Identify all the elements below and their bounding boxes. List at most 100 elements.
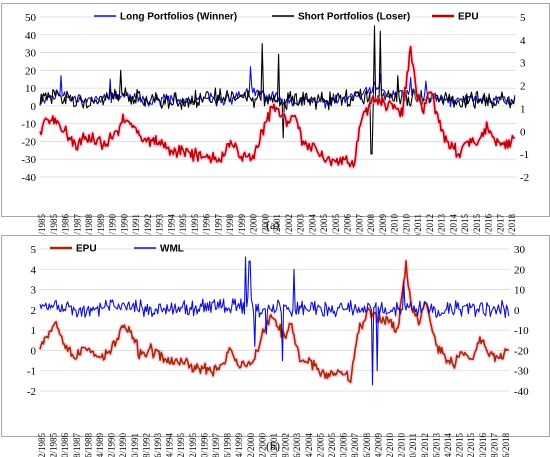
- y-right-tick-label: 30: [514, 244, 526, 256]
- x-tick-label: 2/1985: [37, 433, 47, 457]
- y-left-tick-label: 50: [25, 12, 37, 24]
- x-tick-label: 12/1985: [49, 433, 59, 457]
- y-right-tick-label: -2: [520, 172, 529, 184]
- x-tick-label: 2/2000: [246, 433, 256, 457]
- x-tick-label: 6/2003: [296, 214, 306, 240]
- x-tick-label: 2/1990: [107, 433, 117, 457]
- x-tick-label: 12/1990: [119, 214, 129, 244]
- epu-glow: [37, 44, 516, 170]
- x-tick-label: 12/1995: [190, 214, 200, 244]
- x-tick-label: 4/2004: [304, 433, 314, 457]
- series-line-short-portfolios-loser: [39, 25, 516, 155]
- x-tick-label: 8/2002: [284, 214, 294, 239]
- x-tick-label: 12/2015: [472, 214, 482, 244]
- x-tick-label: 6/2008: [366, 214, 376, 240]
- x-tick-label: 10/2001: [272, 214, 282, 244]
- y-right-tick-label: -30: [514, 366, 529, 378]
- y-left-tick-label: -30: [21, 154, 36, 166]
- x-tick-label: 10/2016: [478, 433, 488, 457]
- x-tick-label: 8/1997: [213, 214, 223, 240]
- panel-caption-b: (b): [266, 439, 280, 453]
- y-left-tick-label: -20: [21, 136, 36, 148]
- y-right-tick-label: 3: [520, 58, 526, 70]
- x-tick-label: 12/2000: [257, 433, 267, 457]
- y-left-tick-label: 0: [31, 345, 37, 357]
- x-tick-label: 12/1990: [118, 433, 128, 457]
- x-tick-label: 6/2018: [507, 214, 517, 240]
- x-tick-label: 4/1994: [165, 433, 175, 457]
- legend-label: Short Portfolios (Loser): [298, 12, 410, 23]
- x-tick-label: 8/2017: [495, 214, 505, 240]
- legend-label: WML: [160, 244, 184, 255]
- x-tick-label: 10/2001: [269, 433, 279, 457]
- x-tick-label: 6/2008: [362, 433, 372, 457]
- x-tick-label: 6/2018: [501, 433, 511, 457]
- legend-label: EPU: [76, 244, 97, 255]
- y-right-tick-label: 4: [520, 35, 526, 47]
- x-tick-label: 4/2009: [378, 214, 388, 240]
- x-tick-label: 10/2011: [413, 214, 423, 243]
- x-tick-label: 8/2007: [354, 214, 364, 240]
- x-tick-label: 12/2010: [401, 214, 411, 244]
- y-left-tick-label: 4: [31, 264, 37, 276]
- x-tick-label: 12/2010: [397, 433, 407, 457]
- x-tick-label: 2/2015: [455, 433, 465, 457]
- x-tick-label: 8/1992: [143, 214, 153, 239]
- x-tick-label: 2/1985: [37, 214, 47, 240]
- y-right-tick-label: -1: [520, 149, 529, 161]
- x-tick-label: 2/2000: [249, 214, 259, 240]
- y-left-tick-label: 3: [31, 285, 37, 297]
- y-left-tick-label: 2: [31, 305, 37, 317]
- series-line-epu: [39, 45, 515, 168]
- x-tick-label: 12/2005: [327, 433, 337, 457]
- x-tick-label: 4/2009: [373, 433, 383, 457]
- x-tick-label: 2/2005: [315, 433, 325, 457]
- x-tick-label: 2/2010: [385, 433, 395, 457]
- y-left-tick-label: -10: [21, 119, 36, 131]
- x-tick-label: 6/2013: [431, 433, 441, 457]
- x-tick-label: 2/1995: [178, 214, 188, 240]
- x-tick-label: 2/2005: [319, 214, 329, 240]
- x-tick-label: 8/2007: [350, 433, 360, 457]
- x-tick-label: 10/1986: [61, 214, 71, 244]
- legend-label: Long Portfolios (Winner): [120, 12, 237, 23]
- chart-panel-a: 50 40 30 20 10 0 -10 -20 -30 -40 5 4 3 2 1 0 -1 -2 2/1985 1…: [1, 3, 550, 244]
- y-left-tick-label: -1: [27, 366, 36, 378]
- x-tick-label: 4/1999: [237, 214, 247, 240]
- x-tick-label: 10/2016: [484, 214, 494, 244]
- x-tick-label: 10/2006: [343, 214, 353, 244]
- chart-panel-b: 5 4 3 2 1 0 -1 -2 30 20 10 0 -10 -20 -30 -40 2/1985 12/19…: [1, 235, 550, 457]
- x-tick-label: 12/2015: [466, 433, 476, 457]
- x-tick-label: 2/1990: [108, 214, 118, 240]
- x-tick-label: 4/2014: [443, 433, 453, 457]
- x-tick-label: 6/1998: [223, 433, 233, 457]
- x-tick-label: 8/2017: [489, 433, 499, 457]
- y-left-tick-label: 5: [31, 244, 37, 256]
- x-tick-label: 6/1993: [153, 433, 163, 457]
- y-left-tick-label: 0: [31, 101, 37, 113]
- x-tick-label: 2/2015: [460, 214, 470, 240]
- x-tick-label: 4/1989: [96, 214, 106, 240]
- y-right-tick-label: 10: [514, 285, 526, 297]
- x-tick-label: 8/2012: [420, 433, 430, 457]
- x-tick-label: 6/2003: [292, 433, 302, 457]
- legend-label: EPU: [458, 12, 479, 23]
- x-tick-label: 2/2010: [390, 214, 400, 240]
- y-right-tick-label: -40: [514, 386, 529, 398]
- x-tick-label: 6/1998: [225, 214, 235, 240]
- y-right-tick-label: -20: [514, 345, 529, 357]
- x-tick-label: 2/1995: [176, 433, 186, 457]
- x-tick-label: 8/2012: [425, 214, 435, 239]
- y-right-tick-label: -10: [514, 325, 529, 337]
- x-tick-label: 10/1986: [60, 433, 70, 457]
- x-tick-label: 10/1991: [131, 214, 141, 244]
- x-tick-label: 8/1997: [211, 433, 221, 457]
- y-left-tick-label: 20: [25, 65, 37, 77]
- x-tick-label: 12/2000: [260, 214, 270, 244]
- y-left-tick-label: -40: [21, 172, 36, 184]
- x-tick-label: 4/1989: [95, 433, 105, 457]
- x-tick-label: 10/1996: [202, 214, 212, 244]
- y-right-tick-label: 1: [520, 103, 526, 115]
- x-tick-label: 8/1987: [72, 214, 82, 240]
